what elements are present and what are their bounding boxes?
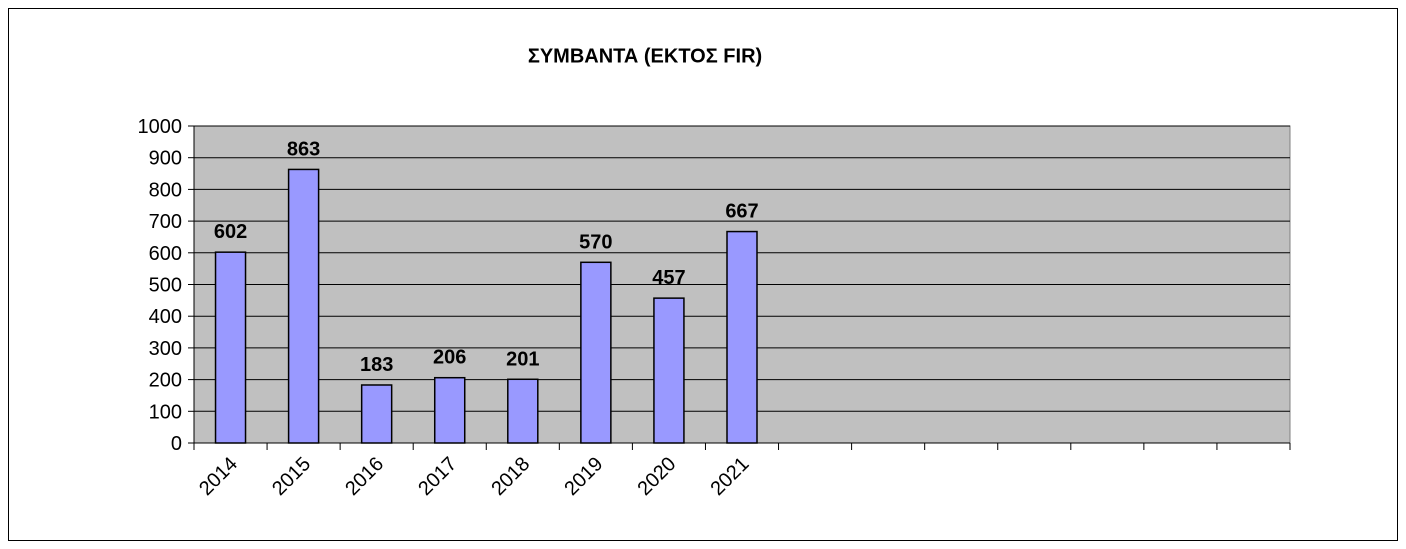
y-tick-label: 600 [149,243,182,265]
bar [360,384,393,444]
data-label: 201 [506,348,539,370]
data-label: 206 [433,347,466,369]
data-label: 457 [652,267,685,289]
y-tick-label: 0 [171,433,182,455]
data-label: 863 [287,138,320,160]
bar [433,376,466,444]
bar [287,168,320,444]
y-tick-label: 900 [149,148,182,170]
chart-title: ΣΥΜΒΑΝΤΑ (ΕΚΤΟΣ FIR) [528,45,762,67]
y-tick-label: 800 [149,179,182,201]
bar [580,261,612,444]
y-tick-label: 400 [149,306,182,328]
y-tick-label: 700 [149,211,182,233]
data-label: 183 [360,354,393,376]
y-tick-label: 1000 [138,116,183,138]
bar [214,251,247,444]
data-label: 570 [579,231,612,253]
y-tick-label: 200 [149,370,182,392]
data-label: 602 [214,221,247,243]
y-tick-label: 300 [149,338,182,360]
bar [653,297,685,444]
y-tick-label: 100 [149,401,182,423]
bar [726,230,758,444]
data-label: 667 [725,201,758,223]
bar [507,378,539,444]
y-tick-label: 500 [149,275,182,297]
